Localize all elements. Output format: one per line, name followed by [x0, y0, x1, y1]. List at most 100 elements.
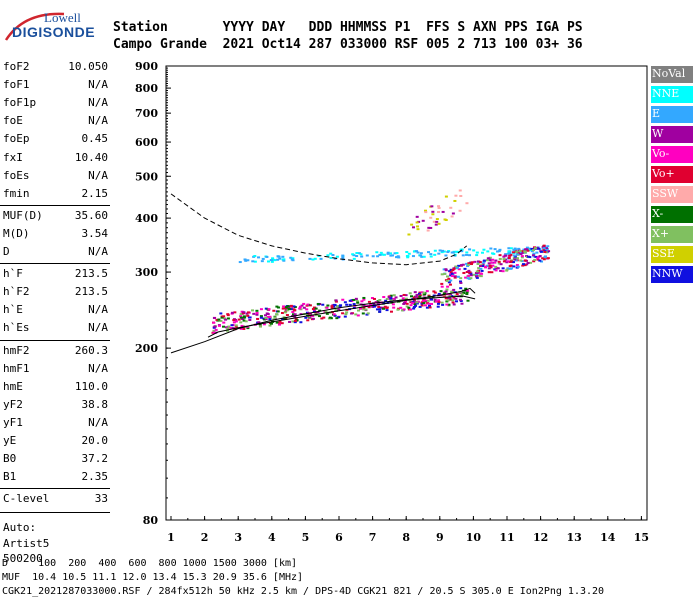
param-row: h`Es N/A — [0, 319, 110, 337]
echo-point — [409, 295, 413, 298]
echo-point — [215, 318, 219, 321]
echo-point — [286, 305, 290, 308]
echo-point — [438, 249, 442, 252]
echo-point — [329, 252, 333, 255]
echo-point — [472, 249, 476, 252]
echo-point — [212, 321, 216, 324]
echo-point — [460, 248, 464, 251]
echo-point — [491, 264, 495, 267]
echo-point — [442, 268, 446, 271]
echo-point — [234, 324, 238, 327]
echo-point — [433, 253, 437, 256]
echo-point — [453, 271, 457, 274]
echo-point — [230, 324, 234, 327]
echo-point — [542, 247, 546, 250]
echo-point — [416, 228, 420, 231]
echo-point — [460, 293, 464, 296]
echo-point — [507, 247, 511, 250]
echo-point — [477, 267, 481, 270]
echo-point — [356, 301, 360, 304]
profile-curves — [170, 193, 476, 354]
echo-point — [380, 253, 384, 256]
echo-point — [240, 324, 244, 327]
echo-point — [371, 305, 375, 308]
echo-point — [316, 311, 320, 314]
echo-point — [452, 303, 456, 306]
echo-point — [530, 250, 534, 253]
x-tick-label: 11 — [499, 531, 514, 544]
echo-point — [413, 301, 417, 304]
echo-point — [230, 311, 234, 314]
echo-point — [362, 306, 366, 309]
echo-point — [515, 264, 519, 267]
echo-point — [385, 306, 389, 309]
echo-point — [282, 259, 286, 262]
echo-point — [491, 252, 495, 255]
profile-curve — [170, 295, 476, 354]
echo-point — [459, 277, 463, 280]
echo-point — [422, 255, 426, 258]
echo-point — [255, 309, 259, 312]
echo-point — [264, 316, 268, 319]
echo-point — [255, 312, 259, 315]
echo-point — [422, 291, 426, 294]
echo-point — [407, 252, 411, 255]
echo-point — [473, 260, 477, 263]
param-row: foE N/A — [0, 112, 110, 130]
echo-point — [378, 253, 382, 256]
echo-point — [275, 321, 279, 324]
echo-point — [389, 310, 393, 313]
param-row: foF1p N/A — [0, 94, 110, 112]
echo-point — [484, 266, 488, 269]
echo-point — [415, 302, 419, 305]
echo-point — [420, 255, 424, 258]
echo-point — [458, 298, 462, 301]
echo-point — [326, 254, 330, 257]
echo-point — [433, 298, 437, 301]
echo-point — [319, 257, 323, 260]
echo-point — [518, 251, 522, 254]
param-separator — [0, 512, 110, 514]
param-key: foF1 — [3, 78, 30, 92]
echo-point — [512, 254, 516, 257]
echo-point — [466, 289, 470, 292]
echo-point — [355, 255, 359, 258]
echo-point — [352, 303, 356, 306]
echo-point — [423, 209, 427, 212]
echo-point — [382, 253, 386, 256]
echo-point — [445, 300, 449, 303]
echo-point — [437, 211, 441, 214]
echo-point — [258, 325, 262, 328]
param-row: D N/A — [0, 243, 110, 261]
echo-point — [281, 317, 285, 320]
echo-point — [291, 313, 295, 316]
legend-item: Vo- — [651, 146, 693, 163]
echo-point — [522, 248, 526, 251]
echo-point — [391, 297, 395, 300]
echo-point — [360, 255, 364, 258]
echo-point — [487, 267, 491, 270]
param-row: hmF1 N/A — [0, 360, 110, 378]
param-key: B1 — [3, 470, 17, 484]
echo-point — [222, 325, 226, 328]
echo-point — [461, 254, 465, 257]
echo-point — [476, 262, 480, 265]
param-value: 2.15 — [81, 186, 109, 200]
echo-point — [543, 255, 547, 258]
echo-point — [512, 265, 516, 268]
echo-point — [341, 298, 345, 301]
echo-point — [444, 268, 448, 271]
echo-point — [425, 306, 429, 309]
echo-point — [386, 251, 390, 254]
echo-point — [437, 299, 441, 302]
echo-point — [433, 291, 437, 294]
echo-point — [454, 294, 458, 297]
echo-point — [411, 302, 415, 305]
echo-point — [522, 263, 526, 266]
echo-point — [493, 268, 497, 271]
echo-point — [263, 318, 267, 321]
echo-point — [480, 251, 484, 254]
echo-point — [382, 302, 386, 305]
echo-point — [511, 261, 515, 264]
echo-point — [267, 308, 271, 311]
